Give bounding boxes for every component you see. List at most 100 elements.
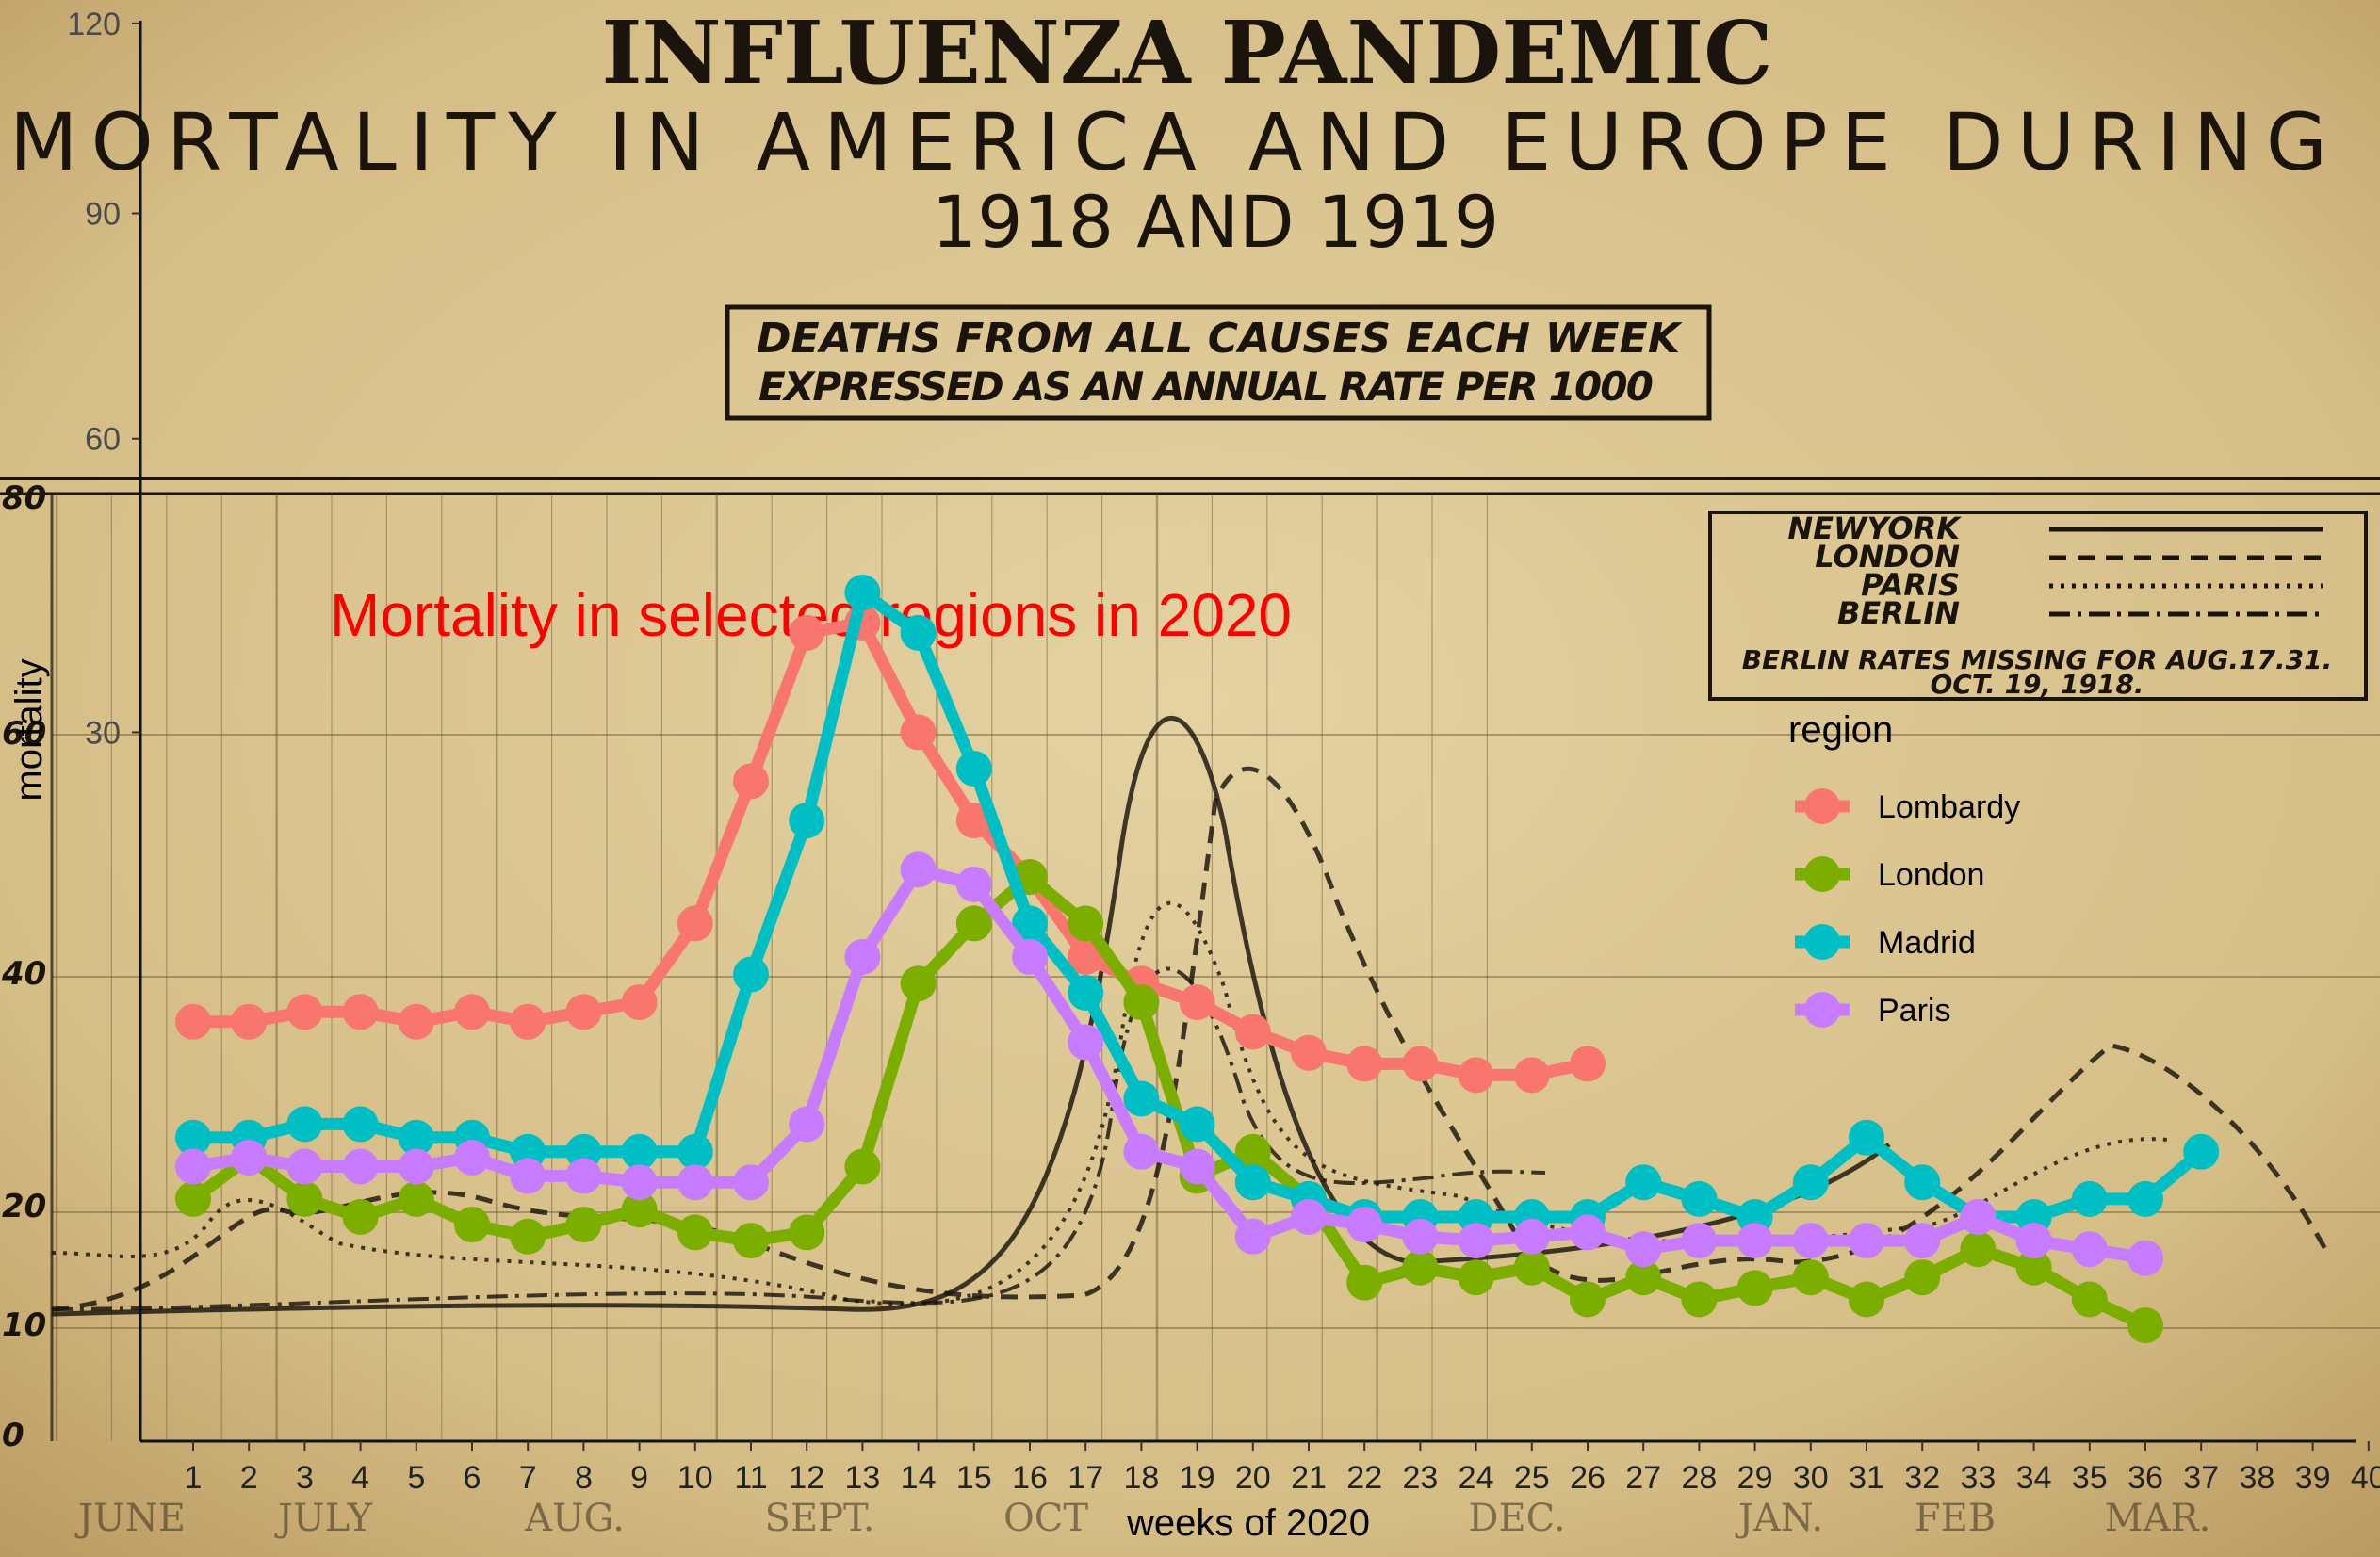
x-tick-label: 11 <box>734 1460 767 1496</box>
data-point-paris <box>1179 1148 1215 1185</box>
data-point-paris <box>398 1148 434 1185</box>
x-tick-label: 4 <box>351 1460 369 1496</box>
data-point-lombardy <box>1291 1034 1327 1071</box>
poster-y-tick: 10 <box>2 1306 46 1344</box>
poster-month-label: AUG. <box>524 1497 625 1540</box>
data-point-madrid <box>1234 1164 1271 1201</box>
poster-legend-label: NEWYORK <box>1787 511 1962 546</box>
data-point-lombardy <box>1179 984 1215 1021</box>
poster-y-tick: 20 <box>2 1188 46 1225</box>
poster-caption-line2: EXPRESSED AS AN ANNUAL RATE PER 1000 <box>758 364 1654 410</box>
poster-legend-label: BERLIN <box>1837 595 1960 631</box>
y-tick-label: 30 <box>85 715 121 751</box>
poster-month-label: MAR. <box>2105 1497 2211 1540</box>
data-point-london <box>2127 1307 2163 1344</box>
data-point-paris <box>1625 1231 1662 1268</box>
legend-item-lombardy: Lombardy <box>1795 788 2020 825</box>
legend-label: London <box>1878 857 1984 893</box>
data-point-madrid <box>1792 1164 1829 1201</box>
poster-month-label: FEB <box>1915 1497 1996 1540</box>
data-point-paris <box>231 1140 268 1176</box>
data-point-madrid <box>677 1133 713 1170</box>
data-point-madrid <box>733 956 769 993</box>
data-point-london <box>1513 1249 1550 1286</box>
y-tick-label: 90 <box>85 197 121 233</box>
data-point-lombardy <box>565 994 602 1030</box>
chart-legend: Lombardy London Madrid Paris <box>1795 788 2020 1029</box>
data-point-paris <box>1513 1218 1550 1255</box>
data-point-lombardy <box>510 1003 546 1040</box>
data-point-london <box>733 1223 769 1259</box>
data-point-madrid <box>1681 1180 1718 1217</box>
poster-legend-note-1: BERLIN RATES MISSING FOR AUG.17.31. <box>1742 644 2333 675</box>
x-tick-label: 13 <box>844 1460 880 1496</box>
poster-curve-berlin <box>51 966 1546 1311</box>
data-point-paris <box>789 1106 825 1143</box>
series-paris <box>175 851 2163 1276</box>
poster-month-label: JULY <box>274 1497 373 1540</box>
legend-label: Paris <box>1878 993 1950 1029</box>
data-point-london <box>1792 1259 1829 1296</box>
x-tick-label: 10 <box>677 1460 713 1496</box>
legend-title: region <box>1788 709 1893 751</box>
data-point-lombardy <box>733 763 769 800</box>
data-point-paris <box>1346 1207 1383 1243</box>
poster-title-line1: INFLUENZA PANDEMIC <box>601 2 1772 104</box>
data-point-madrid <box>1179 1106 1215 1143</box>
legend-item-paris: Paris <box>1795 992 1950 1029</box>
data-point-london <box>1346 1264 1383 1301</box>
data-point-london <box>342 1199 379 1235</box>
data-point-london <box>2015 1249 2052 1286</box>
legend-item-london: London <box>1795 856 1984 893</box>
x-tick-label: 30 <box>1793 1460 1829 1496</box>
data-point-london <box>900 965 937 1002</box>
data-point-paris <box>342 1148 379 1185</box>
x-tick-label: 20 <box>1235 1460 1271 1496</box>
data-point-paris <box>900 851 937 888</box>
x-tick-label: 35 <box>2072 1460 2108 1496</box>
data-point-london <box>565 1207 602 1243</box>
data-point-paris <box>1458 1223 1494 1259</box>
data-point-paris <box>1736 1223 1773 1259</box>
legend-key-point <box>1804 788 1840 824</box>
data-point-london <box>2071 1281 2108 1318</box>
data-point-london <box>1402 1249 1439 1286</box>
poster-caption-line1: DEATHS FROM ALL CAUSES EACH WEEK <box>757 315 1683 363</box>
x-tick-label: 39 <box>2295 1460 2331 1496</box>
data-point-london <box>955 905 992 942</box>
data-point-madrid <box>789 803 825 839</box>
data-point-london <box>175 1180 211 1217</box>
data-point-paris <box>1012 938 1048 975</box>
poster-month-label: OCT <box>1003 1497 1088 1540</box>
data-point-lombardy <box>175 1003 211 1040</box>
poster-month-labels: JUNE JULY AUG. SEPT. OCT DEC. JAN. FEB MAR. <box>74 1497 2210 1540</box>
poster-legend-box <box>1708 511 2368 701</box>
data-point-london <box>454 1207 490 1243</box>
poster-y-tick: 0 <box>2 1417 24 1454</box>
x-axis-label: weeks of 2020 <box>1126 1502 1370 1544</box>
data-point-madrid <box>2071 1180 2108 1217</box>
x-tick-label: 1 <box>185 1460 203 1496</box>
data-point-london <box>1234 1133 1271 1170</box>
series-madrid <box>175 575 2220 1235</box>
data-point-london <box>1570 1281 1606 1318</box>
poster-y-tick: 40 <box>1 955 46 993</box>
x-tick-label: 37 <box>2183 1460 2219 1496</box>
poster-caption-box <box>725 304 1712 421</box>
x-tick-label: 2 <box>240 1460 258 1496</box>
x-axis-ticks: 1 2 3 4 5 6 7 8 9 10 11 12 13 14 15 16 17 18 19 20 21 22 23 24 2… <box>185 1441 2380 1496</box>
x-tick-label: 32 <box>1904 1460 1940 1496</box>
x-tick-label: 31 <box>1849 1460 1884 1496</box>
data-point-madrid <box>1068 975 1104 1011</box>
data-point-london <box>1960 1231 1997 1268</box>
legend-label: Madrid <box>1878 925 1976 961</box>
data-point-madrid <box>1849 1119 1884 1156</box>
data-point-lombardy <box>1068 938 1104 975</box>
legend-key-point <box>1804 924 1840 960</box>
data-point-lombardy <box>955 803 992 839</box>
legend-item-madrid: Madrid <box>1795 924 1976 961</box>
x-tick-label: 25 <box>1514 1460 1550 1496</box>
x-tick-label: 22 <box>1346 1460 1382 1496</box>
